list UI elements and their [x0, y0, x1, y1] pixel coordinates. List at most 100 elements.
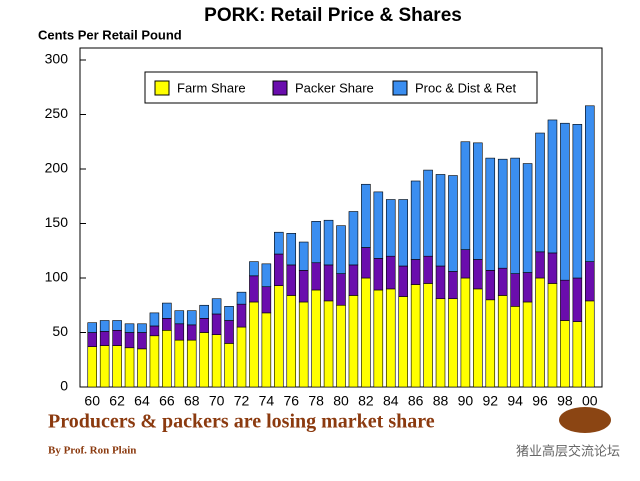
bar-segment: [186, 310, 197, 326]
x-tick-label: 90: [458, 393, 474, 409]
bar-segment: [585, 105, 595, 262]
bar-segment: [211, 313, 222, 335]
bar-segment: [137, 332, 147, 350]
bar-segment: [286, 233, 297, 266]
bar-segment: [398, 199, 408, 267]
bar-segment: [323, 219, 334, 266]
y-tick-label: 300: [45, 51, 69, 67]
bar-segment: [423, 283, 433, 388]
bar-segment: [336, 273, 346, 306]
bar-segment: [298, 301, 309, 388]
bar-segment: [261, 286, 272, 314]
bar-segment: [124, 347, 135, 388]
bar-segment: [323, 300, 334, 388]
legend-box: [144, 71, 538, 104]
bar-segment: [236, 291, 247, 305]
bar-segment: [186, 339, 197, 388]
bar-segment: [137, 348, 147, 388]
bar-segment: [585, 261, 595, 302]
bar-segment: [311, 289, 321, 388]
bar-segment: [448, 175, 458, 272]
bar-segment: [385, 255, 396, 290]
bar-segment: [224, 306, 234, 321]
bar-segment: [286, 295, 297, 388]
x-tick-label: 94: [507, 393, 523, 409]
bar-segment: [423, 255, 433, 284]
bar-segment: [435, 298, 446, 388]
bar-segment: [473, 259, 483, 290]
bar-segment: [361, 247, 371, 279]
bar-segment: [348, 295, 359, 388]
legend-label: Packer Share: [295, 80, 374, 95]
x-tick-label: 64: [134, 393, 150, 409]
bar-segment: [361, 183, 371, 248]
bar-segment: [460, 141, 471, 250]
bar-segment: [174, 323, 185, 341]
legend-label: Farm Share: [177, 80, 246, 95]
bar-segment: [211, 334, 222, 388]
bar-segment: [162, 330, 172, 388]
x-tick-label: 70: [209, 393, 225, 409]
bar-segment: [311, 221, 321, 264]
x-tick-label: 84: [383, 393, 399, 409]
bar-segment: [174, 339, 185, 388]
x-tick-label: 62: [109, 393, 125, 409]
bar-segment: [174, 310, 185, 325]
bar-segment: [410, 284, 421, 388]
bar-segment: [311, 262, 321, 291]
bar-segment: [547, 283, 558, 388]
bar-segment: [485, 157, 496, 271]
bar-segment: [510, 273, 520, 307]
x-tick-label: 00: [582, 393, 598, 409]
y-tick-label: 50: [52, 323, 68, 339]
bar-segment: [348, 264, 359, 296]
bar-segment: [298, 270, 309, 303]
bar-segment: [149, 335, 160, 388]
bar-segment: [224, 343, 234, 388]
x-tick-label: 66: [159, 393, 175, 409]
bar-segment: [112, 320, 122, 331]
x-tick-label: 68: [184, 393, 200, 409]
bar-segment: [572, 321, 583, 388]
bar-segment: [522, 301, 533, 388]
bar-segment: [249, 261, 259, 277]
bar-segment: [199, 332, 209, 388]
caption: Producers & packers are losing market sh…: [48, 411, 435, 433]
bar-segment: [199, 304, 209, 319]
bar-segment: [385, 199, 396, 257]
bar-segment: [448, 271, 458, 300]
y-tick-label: 200: [45, 160, 69, 176]
legend-swatch: [392, 80, 408, 96]
bar-segment: [448, 298, 458, 388]
bar-segment: [410, 180, 421, 260]
bar-segment: [274, 285, 284, 388]
bar-segment: [124, 332, 135, 349]
bar-segment: [149, 312, 160, 327]
bar-segment: [547, 252, 558, 284]
bar-segment: [435, 174, 446, 267]
bar-segment: [162, 318, 172, 331]
bar-segment: [560, 320, 570, 388]
bar-segment: [199, 318, 209, 333]
x-tick-label: 96: [532, 393, 548, 409]
x-tick-label: 72: [234, 393, 250, 409]
bar-segment: [585, 300, 595, 388]
bar-segment: [535, 251, 545, 279]
bar-segment: [485, 270, 496, 301]
bar-segment: [286, 264, 297, 296]
bar-segment: [473, 288, 483, 388]
bar-segment: [249, 301, 259, 388]
bar-segment: [373, 258, 384, 291]
bar-segment: [137, 323, 147, 333]
bar-segment: [112, 345, 122, 388]
x-tick-label: 78: [308, 393, 324, 409]
x-tick-label: 60: [84, 393, 100, 409]
x-tick-label: 80: [333, 393, 349, 409]
watermark: 猪业高层交流论坛: [516, 444, 620, 460]
author: By Prof. Ron Plain: [48, 445, 136, 457]
bar-segment: [236, 326, 247, 388]
bar-segment: [112, 330, 122, 346]
bar-segment: [460, 277, 471, 388]
y-axis-label: Cents Per Retail Pound: [38, 27, 182, 42]
y-tick-label: 0: [60, 378, 68, 394]
